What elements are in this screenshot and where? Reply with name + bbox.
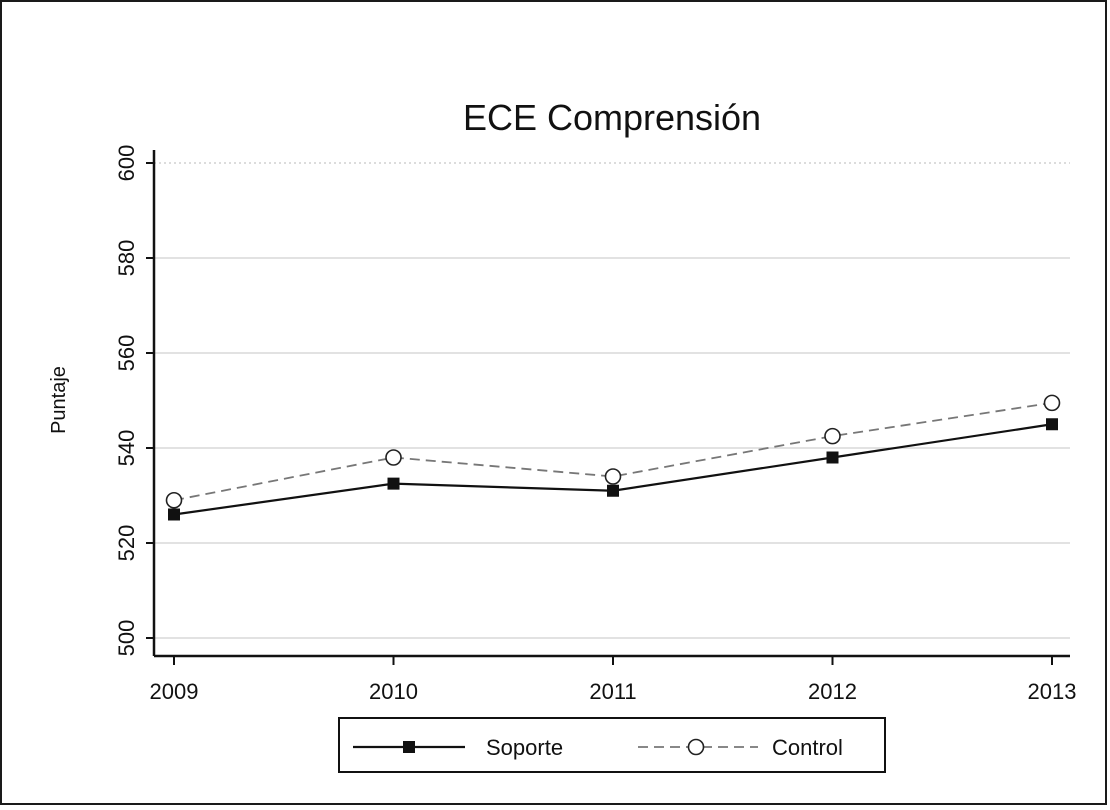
x-tick-label: 2011 (589, 679, 636, 704)
data-point-Control (165, 491, 183, 509)
y-tick-label: 580 (114, 240, 139, 277)
legend-marker-soporte (403, 741, 415, 753)
data-point-Control (1043, 394, 1061, 412)
data-point-Control (824, 427, 841, 445)
data-point-Soporte (1046, 418, 1058, 431)
x-tick-label: 2010 (369, 679, 418, 704)
data-point-Soporte (607, 484, 619, 497)
y-axis-label: Puntaje (48, 366, 70, 434)
series-line-Control (173, 401, 1053, 502)
y-tick-label: 520 (114, 525, 139, 562)
x-tick-label: 2013 (1028, 679, 1077, 704)
data-point-Soporte (387, 477, 400, 490)
data-point-Soporte (826, 451, 839, 464)
series-group (165, 394, 1061, 521)
data-point-Soporte (168, 508, 180, 521)
legend-marker-control (687, 738, 705, 756)
legend: Soporte Control (338, 717, 886, 773)
y-tick-label: 540 (114, 430, 139, 467)
tick-labels: 500 520 540 560 580 600 2009 2010 2011 2012 2013 (114, 145, 1076, 704)
data-point-Control (385, 449, 402, 466)
data-point-Control (604, 468, 622, 485)
legend-box (338, 717, 886, 773)
gridlines (154, 162, 1070, 639)
x-tick-label: 2009 (150, 679, 199, 704)
chart-title: ECE Comprensión (463, 97, 761, 138)
y-tick-label: 600 (114, 145, 139, 182)
legend-label-control: Control (772, 735, 843, 760)
x-tick-label: 2012 (808, 679, 857, 704)
y-tick-label: 500 (114, 620, 139, 657)
axes (146, 150, 1070, 665)
legend-label-soporte: Soporte (486, 735, 563, 760)
y-tick-label: 560 (114, 335, 139, 372)
